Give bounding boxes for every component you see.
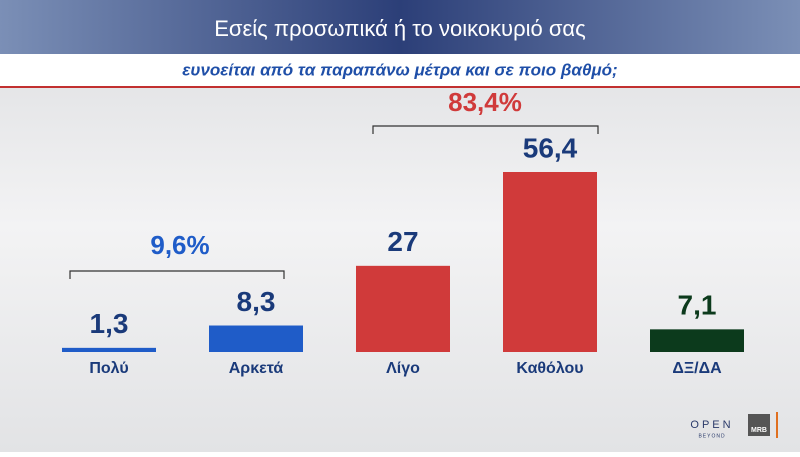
logo-text: BEYOND: [698, 433, 725, 439]
brackets: [69, 125, 599, 279]
x-tick-label: Λίγο: [386, 360, 420, 377]
x-tick-label: Καθόλου: [516, 360, 583, 377]
x-tick-label: Αρκετά: [229, 360, 284, 377]
logo-bar: [776, 412, 778, 438]
value-label: 56,4: [523, 132, 578, 163]
bar: [650, 329, 744, 352]
value-label: 27: [387, 226, 418, 257]
subtitle-band: [0, 54, 800, 86]
chart-subtitle: ευνοείται από τα παραπάνω μέτρα και σε π…: [182, 60, 617, 79]
chart-title: Εσείς προσωπικά ή το νοικοκυριό σας: [214, 16, 586, 41]
logo-box: [748, 414, 770, 436]
bar: [356, 265, 450, 352]
x-tick-label: Πολύ: [89, 360, 128, 377]
title-band: [0, 0, 800, 54]
bar: [209, 325, 303, 352]
annotation: 9,6%: [150, 230, 209, 260]
value-label: 8,3: [237, 286, 276, 317]
value-label: 1,3: [90, 308, 129, 339]
annotation: 83,4%: [448, 87, 522, 117]
logo-text: OPEN: [690, 419, 733, 431]
bracket: [372, 125, 599, 134]
bar: [503, 172, 597, 352]
bar: [62, 347, 156, 352]
bracket: [69, 270, 285, 279]
rule: [0, 86, 800, 88]
value-label: 7,1: [678, 290, 717, 321]
x-tick-label: ΔΞ/ΔΑ: [672, 360, 722, 377]
logo-text: MRB: [751, 427, 767, 434]
